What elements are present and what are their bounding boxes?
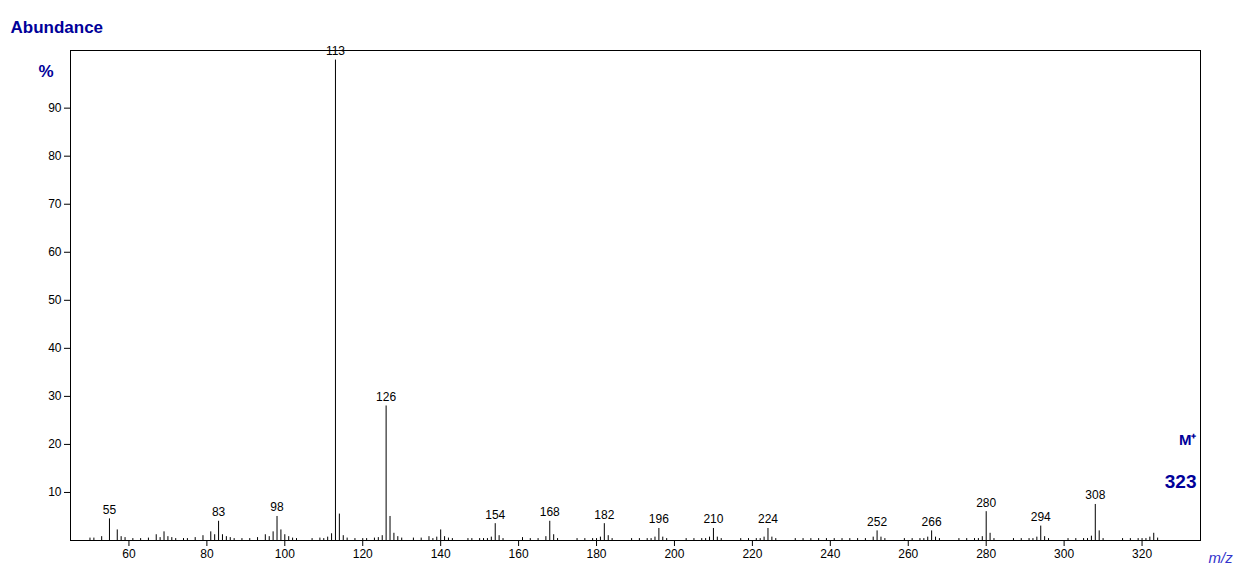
svg-text:55: 55 — [103, 503, 117, 517]
svg-text:50: 50 — [48, 293, 62, 307]
svg-text:M⁺: M⁺ — [1179, 431, 1197, 448]
svg-text:280: 280 — [976, 496, 996, 510]
svg-text:240: 240 — [820, 547, 840, 561]
svg-text:260: 260 — [898, 547, 918, 561]
svg-text:80: 80 — [200, 547, 214, 561]
svg-text:90: 90 — [48, 101, 62, 115]
svg-text:160: 160 — [509, 547, 529, 561]
svg-text:200: 200 — [664, 547, 684, 561]
svg-text:80: 80 — [48, 149, 62, 163]
svg-text:140: 140 — [431, 547, 451, 561]
svg-text:224: 224 — [758, 512, 778, 526]
svg-text:30: 30 — [48, 389, 62, 403]
svg-text:70: 70 — [48, 197, 62, 211]
svg-text:%: % — [39, 62, 54, 81]
svg-text:60: 60 — [48, 245, 62, 259]
svg-text:196: 196 — [649, 512, 669, 526]
svg-text:220: 220 — [742, 547, 762, 561]
svg-text:323: 323 — [1165, 471, 1197, 492]
svg-text:60: 60 — [122, 547, 136, 561]
svg-text:168: 168 — [540, 505, 560, 519]
svg-text:126: 126 — [376, 390, 396, 404]
svg-text:100: 100 — [275, 547, 295, 561]
svg-text:120: 120 — [353, 547, 373, 561]
svg-text:182: 182 — [594, 508, 614, 522]
svg-text:320: 320 — [1132, 547, 1152, 561]
svg-text:210: 210 — [703, 512, 723, 526]
svg-text:294: 294 — [1031, 510, 1051, 524]
svg-text:300: 300 — [1054, 547, 1074, 561]
svg-text:154: 154 — [485, 508, 505, 522]
svg-text:Abundance: Abundance — [11, 18, 104, 37]
svg-text:266: 266 — [922, 515, 942, 529]
svg-text:40: 40 — [48, 341, 62, 355]
svg-text:113: 113 — [326, 44, 345, 58]
svg-text:280: 280 — [976, 547, 996, 561]
svg-text:m/z: m/z — [1209, 549, 1234, 566]
svg-text:10: 10 — [48, 485, 62, 499]
svg-text:180: 180 — [587, 547, 607, 561]
svg-text:83: 83 — [212, 505, 226, 519]
svg-text:20: 20 — [48, 437, 62, 451]
svg-text:98: 98 — [270, 500, 284, 514]
svg-text:308: 308 — [1085, 488, 1105, 502]
svg-text:252: 252 — [867, 515, 887, 529]
